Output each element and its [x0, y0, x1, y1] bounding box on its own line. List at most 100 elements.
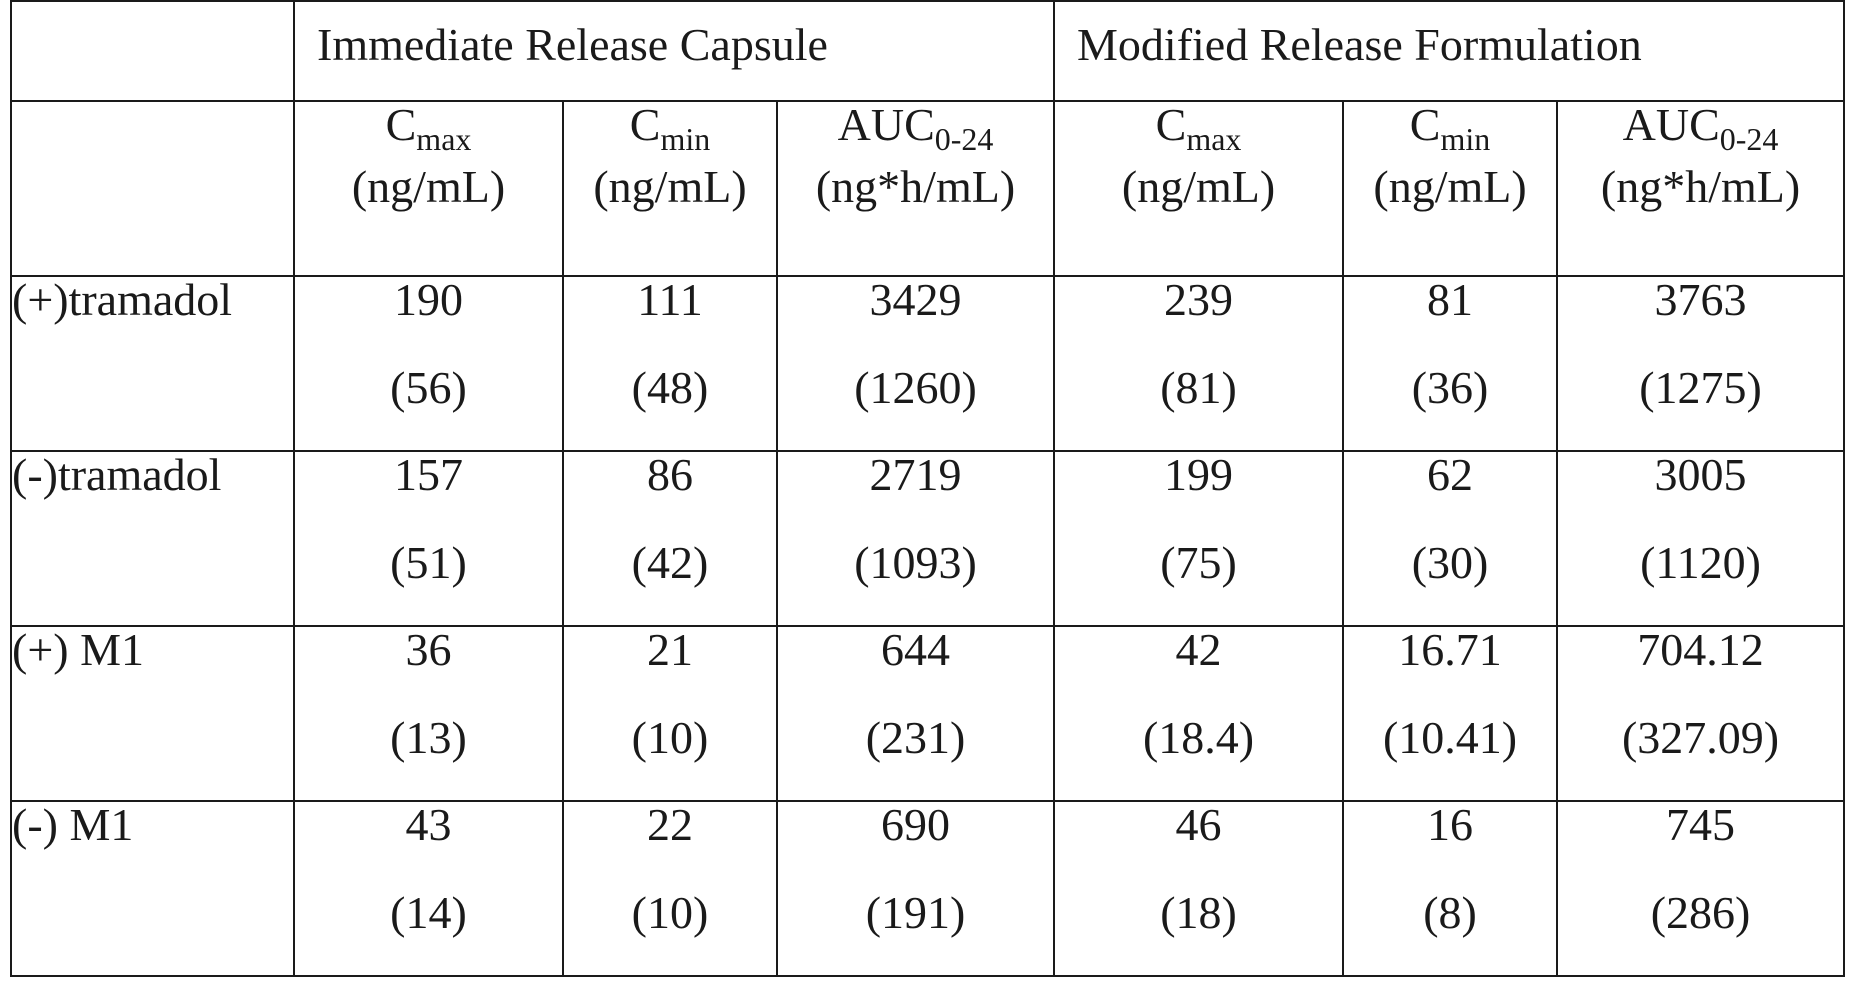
param-header-cmin: Cmin (ng/mL): [563, 101, 777, 276]
group-label: Modified Release Formulation: [1055, 2, 1843, 68]
param-header-cmax: Cmax (ng/mL): [294, 101, 563, 276]
param-subscript: min: [1440, 121, 1490, 157]
param-header-cmax: Cmax (ng/mL): [1054, 101, 1343, 276]
table-row: (-)tramadol 157(51) 86(42) 2719(1093) 19…: [11, 451, 1844, 626]
table-row: (+) M1 36(13) 21(10) 644(231) 42(18.4) 1…: [11, 626, 1844, 801]
mean-value: 36: [295, 627, 562, 715]
table-cell: 16(8): [1343, 801, 1557, 976]
param-subscript: 0-24: [935, 121, 994, 157]
mean-value: 86: [564, 452, 776, 540]
mean-value: 46: [1055, 802, 1342, 890]
mean-value: 3763: [1558, 277, 1843, 365]
sd-value: (10): [564, 890, 776, 936]
sd-value: (10.41): [1344, 715, 1556, 761]
param-unit: (ng/mL): [1344, 164, 1556, 210]
mean-value: 43: [295, 802, 562, 890]
table-cell: 46(18): [1054, 801, 1343, 976]
sd-value: (48): [564, 365, 776, 411]
sd-value: (18): [1055, 890, 1342, 936]
sd-value: (81): [1055, 365, 1342, 411]
table-cell: 690(191): [777, 801, 1054, 976]
param-header-auc: AUC0-24 (ng*h/mL): [777, 101, 1054, 276]
param-symbol: AUC: [1623, 99, 1720, 150]
table-cell: 36(13): [294, 626, 563, 801]
table-cell: 2719(1093): [777, 451, 1054, 626]
param-subscript: max: [416, 121, 471, 157]
table-cell: 199(75): [1054, 451, 1343, 626]
param-subscript: 0-24: [1720, 121, 1779, 157]
row-label: (+)tramadol: [11, 276, 294, 451]
mean-value: 16: [1344, 802, 1556, 890]
table-cell: 22(10): [563, 801, 777, 976]
table-cell: 42(18.4): [1054, 626, 1343, 801]
param-unit: (ng/mL): [564, 164, 776, 210]
group-label: Immediate Release Capsule: [295, 2, 1053, 68]
mean-value: 2719: [778, 452, 1053, 540]
mean-value: 199: [1055, 452, 1342, 540]
param-symbol: C: [1156, 99, 1187, 150]
mean-value: 21: [564, 627, 776, 715]
sd-value: (327.09): [1558, 715, 1843, 761]
table-cell: 3763(1275): [1557, 276, 1844, 451]
table-row: (+)tramadol 190(56) 111(48) 3429(1260) 2…: [11, 276, 1844, 451]
pk-table: Immediate Release Capsule Modified Relea…: [10, 0, 1845, 977]
param-symbol: C: [630, 99, 661, 150]
table-cell: 704.12(327.09): [1557, 626, 1844, 801]
param-unit: (ng*h/mL): [778, 164, 1053, 210]
mean-value: 111: [564, 277, 776, 365]
sd-value: (1120): [1558, 540, 1843, 586]
row-label: (-) M1: [11, 801, 294, 976]
table-cell: 111(48): [563, 276, 777, 451]
mean-value: 704.12: [1558, 627, 1843, 715]
sd-value: (56): [295, 365, 562, 411]
param-symbol: AUC: [838, 99, 935, 150]
mean-value: 3429: [778, 277, 1053, 365]
mean-value: 42: [1055, 627, 1342, 715]
table-cell: 62(30): [1343, 451, 1557, 626]
table-cell: 745(286): [1557, 801, 1844, 976]
sd-value: (30): [1344, 540, 1556, 586]
param-unit: (ng*h/mL): [1558, 164, 1843, 210]
table-cell: 43(14): [294, 801, 563, 976]
sd-value: (231): [778, 715, 1053, 761]
parameter-corner-cell: [11, 101, 294, 276]
corner-cell: [11, 1, 294, 101]
sd-value: (51): [295, 540, 562, 586]
table-cell: 157(51): [294, 451, 563, 626]
param-symbol: C: [1410, 99, 1441, 150]
sd-value: (18.4): [1055, 715, 1342, 761]
table-cell: 190(56): [294, 276, 563, 451]
sd-value: (14): [295, 890, 562, 936]
param-header-cmin: Cmin (ng/mL): [1343, 101, 1557, 276]
mean-value: 81: [1344, 277, 1556, 365]
param-unit: (ng/mL): [295, 164, 562, 210]
group-header-immediate-release: Immediate Release Capsule: [294, 1, 1054, 101]
mean-value: 239: [1055, 277, 1342, 365]
sd-value: (1275): [1558, 365, 1843, 411]
table-cell: 644(231): [777, 626, 1054, 801]
mean-value: 157: [295, 452, 562, 540]
param-subscript: max: [1186, 121, 1241, 157]
sd-value: (1093): [778, 540, 1053, 586]
param-unit: (ng/mL): [1055, 164, 1342, 210]
mean-value: 745: [1558, 802, 1843, 890]
table-cell: 3005(1120): [1557, 451, 1844, 626]
sd-value: (1260): [778, 365, 1053, 411]
sd-value: (286): [1558, 890, 1843, 936]
table-cell: 86(42): [563, 451, 777, 626]
sd-value: (36): [1344, 365, 1556, 411]
table-cell: 81(36): [1343, 276, 1557, 451]
sd-value: (191): [778, 890, 1053, 936]
sd-value: (42): [564, 540, 776, 586]
table-cell: 16.71(10.41): [1343, 626, 1557, 801]
mean-value: 3005: [1558, 452, 1843, 540]
mean-value: 62: [1344, 452, 1556, 540]
table-row: (-) M1 43(14) 22(10) 690(191) 46(18) 16(…: [11, 801, 1844, 976]
sd-value: (13): [295, 715, 562, 761]
param-symbol: C: [386, 99, 417, 150]
mean-value: 16.71: [1344, 627, 1556, 715]
row-label: (-)tramadol: [11, 451, 294, 626]
sd-value: (75): [1055, 540, 1342, 586]
mean-value: 190: [295, 277, 562, 365]
table-cell: 239(81): [1054, 276, 1343, 451]
